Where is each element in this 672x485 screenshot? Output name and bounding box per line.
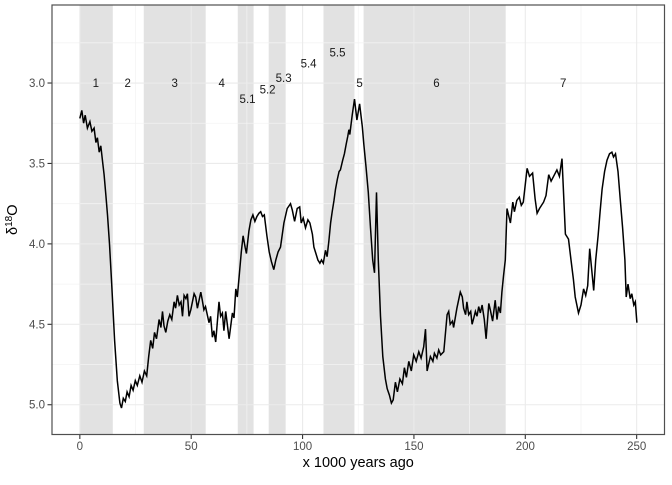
stage-band xyxy=(143,5,206,435)
x-tick-label: 100 xyxy=(293,441,312,453)
x-tick-label: 250 xyxy=(627,441,646,453)
stage-label-7: 7 xyxy=(560,78,566,90)
y-tick-label: 5.0 xyxy=(29,400,45,412)
stage-label-5.5: 5.5 xyxy=(330,47,346,59)
stage-label-1: 1 xyxy=(93,78,99,90)
stage-label-6: 6 xyxy=(433,78,439,90)
y-tick-label: 3.0 xyxy=(29,78,45,90)
y-axis-title: δ18O xyxy=(4,205,21,235)
x-tick-label: 150 xyxy=(404,441,423,453)
panel-border xyxy=(51,4,666,436)
axes: 0 50 100 150 200 250 3.0 3.5 4.0 4.5 5.0 x 1000 yea… xyxy=(4,78,646,471)
stage-band xyxy=(323,5,355,435)
stage-label-5: 5 xyxy=(356,78,362,90)
x-axis-title: x 1000 years ago xyxy=(303,455,414,471)
stage-label-4: 4 xyxy=(219,78,226,90)
stage-label-5.3: 5.3 xyxy=(276,73,292,85)
stage-label-2: 2 xyxy=(125,78,131,90)
y-tick-label: 4.0 xyxy=(29,239,45,251)
x-tick-label: 50 xyxy=(185,441,198,453)
gridlines xyxy=(52,5,665,435)
d18o-line-series xyxy=(79,98,638,409)
stage-label-3: 3 xyxy=(172,78,178,90)
x-tick-label: 0 xyxy=(77,441,83,453)
y-tick-label: 4.5 xyxy=(29,319,45,331)
stage-label-5.1: 5.1 xyxy=(240,94,256,106)
stage-labels: 1 2 3 4 5 6 7 5.1 5.25.3 5.4 5.5 xyxy=(93,47,567,106)
stage-band xyxy=(363,5,506,435)
stage-band xyxy=(237,5,254,435)
y-tick-label: 3.5 xyxy=(29,158,45,170)
series-group xyxy=(79,98,638,409)
stage-label-5.4: 5.4 xyxy=(301,59,318,71)
x-tick-label: 200 xyxy=(516,441,535,453)
stage-band xyxy=(268,5,286,435)
stage-bands xyxy=(79,5,506,435)
stage-label-5.2: 5.2 xyxy=(260,84,276,96)
